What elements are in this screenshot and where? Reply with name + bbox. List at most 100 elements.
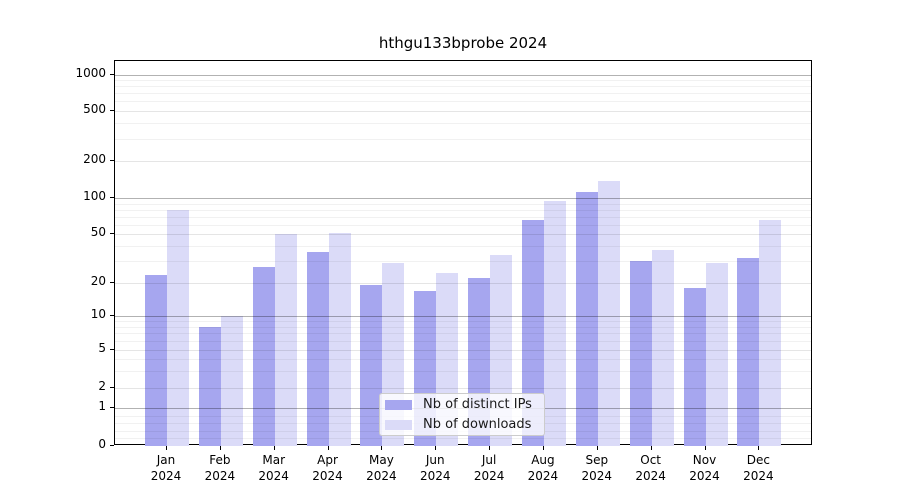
bar-downloads	[167, 209, 189, 446]
legend-label-downloads: Nb of downloads	[423, 417, 532, 432]
y-gridline-minor	[115, 333, 811, 335]
y-gridline-minor	[115, 209, 811, 211]
y-tick-label: 500	[83, 102, 106, 116]
y-tick-label: 20	[90, 273, 106, 288]
bar-distinct-ips	[306, 251, 329, 446]
y-gridline	[115, 282, 811, 284]
x-tick-label-line: Jun	[425, 453, 445, 467]
legend-swatch-distinct-ips	[385, 399, 412, 410]
x-tick-label-line: Jan	[156, 453, 176, 467]
plot-area	[114, 60, 812, 446]
bar-distinct-ips	[629, 261, 652, 446]
x-tick-mark	[273, 446, 275, 450]
y-tick-mark	[110, 281, 114, 283]
bar-downloads	[705, 263, 728, 446]
bar-distinct-ips	[575, 191, 598, 446]
x-tick-label: May 2024	[351, 453, 411, 484]
x-tick-mark	[704, 446, 706, 450]
y-tick-mark	[110, 110, 114, 111]
y-tick-mark	[110, 386, 114, 388]
x-tick-label-line: 2024	[635, 468, 666, 483]
bar-distinct-ips	[521, 219, 544, 446]
bar-downloads	[328, 233, 351, 446]
y-tick-label: 1	[98, 399, 106, 414]
y-gridline	[115, 111, 811, 112]
x-tick-label: Jan 2024	[136, 453, 196, 484]
y-tick-label: 5	[98, 341, 106, 355]
x-tick-label-line: May	[368, 453, 394, 467]
x-tick-mark	[758, 446, 760, 450]
y-tick-mark	[110, 445, 114, 446]
x-tick-label-line: Sep	[585, 453, 609, 467]
legend-row-downloads: Nb of downloads	[385, 416, 539, 433]
x-tick-mark	[166, 446, 167, 450]
x-tick-label-line: 2024	[419, 468, 451, 483]
y-tick-mark	[110, 349, 114, 350]
x-tick-label-line: 2024	[312, 468, 343, 483]
y-tick-label: 100	[83, 189, 106, 204]
x-tick-mark	[650, 446, 652, 450]
y-tick-mark	[110, 159, 114, 161]
y-gridline-minor	[115, 261, 811, 263]
y-gridline-minor	[115, 371, 811, 373]
legend: Nb of distinct IPs Nb of downloads	[379, 393, 545, 436]
y-gridline-minor	[115, 80, 811, 82]
bar-downloads	[651, 250, 674, 446]
x-tick-label-line: 2024	[527, 468, 559, 483]
bar-distinct-ips	[737, 257, 760, 446]
y-gridline-minor	[115, 438, 811, 440]
chart-title: hthgu133bprobe 2024	[378, 34, 548, 52]
x-tick-mark	[542, 446, 544, 450]
y-gridline	[115, 234, 811, 236]
y-tick-label: 0	[98, 437, 106, 451]
bar-distinct-ips	[252, 266, 275, 446]
y-gridline-minor	[115, 101, 811, 103]
x-tick-mark	[489, 446, 491, 450]
x-tick-label: Oct 2024	[621, 453, 681, 484]
y-gridline	[115, 160, 811, 162]
x-tick-mark	[435, 446, 437, 450]
y-tick-label: 2	[98, 378, 106, 393]
y-tick-mark	[110, 315, 114, 316]
x-tick-label: Jul 2024	[459, 453, 519, 484]
legend-swatch-downloads	[385, 419, 412, 430]
y-gridline-minor	[115, 86, 811, 88]
y-tick-mark	[110, 197, 114, 199]
x-tick-label-line: 2024	[689, 468, 720, 483]
y-tick-mark	[110, 73, 114, 75]
y-gridline	[115, 387, 811, 389]
x-tick-label: Apr 2024	[298, 453, 358, 484]
x-tick-label-line: 2024	[473, 468, 505, 483]
x-tick-label: Jun 2024	[405, 453, 465, 484]
x-tick-label-line: Oct	[640, 453, 662, 467]
x-tick-label-line: Jul	[481, 453, 497, 467]
y-gridline-minor	[115, 93, 811, 95]
x-tick-label: Aug 2024	[513, 453, 573, 484]
x-tick-label-line: 2024	[258, 468, 289, 483]
y-tick-mark	[110, 407, 114, 409]
y-gridline-minor	[115, 246, 811, 248]
x-tick-label-line: 2024	[150, 468, 182, 483]
bar-downloads	[220, 316, 243, 446]
y-gridline-minor	[115, 326, 811, 328]
bar-distinct-ips	[198, 326, 221, 446]
bar-downloads	[274, 234, 297, 446]
x-tick-label-line: Apr	[317, 453, 338, 467]
bar-distinct-ips	[683, 287, 706, 446]
bar-distinct-ips	[360, 285, 383, 446]
y-tick-mark	[110, 233, 114, 235]
x-tick-label-line: 2024	[743, 468, 774, 483]
x-tick-label-line: 2024	[366, 468, 397, 483]
x-tick-mark	[327, 446, 329, 450]
bar-downloads	[543, 200, 566, 446]
y-gridline-minor	[115, 203, 811, 205]
y-gridline	[115, 74, 811, 76]
x-tick-label-line: 2024	[581, 468, 613, 483]
x-tick-label: Nov 2024	[675, 453, 735, 484]
y-tick-label: 50	[90, 225, 106, 240]
y-tick-label: 10	[90, 307, 106, 321]
x-tick-label-line: 2024	[204, 468, 236, 483]
x-tick-label: Feb 2024	[190, 453, 250, 484]
legend-label-distinct-ips: Nb of distinct IPs	[423, 397, 532, 412]
